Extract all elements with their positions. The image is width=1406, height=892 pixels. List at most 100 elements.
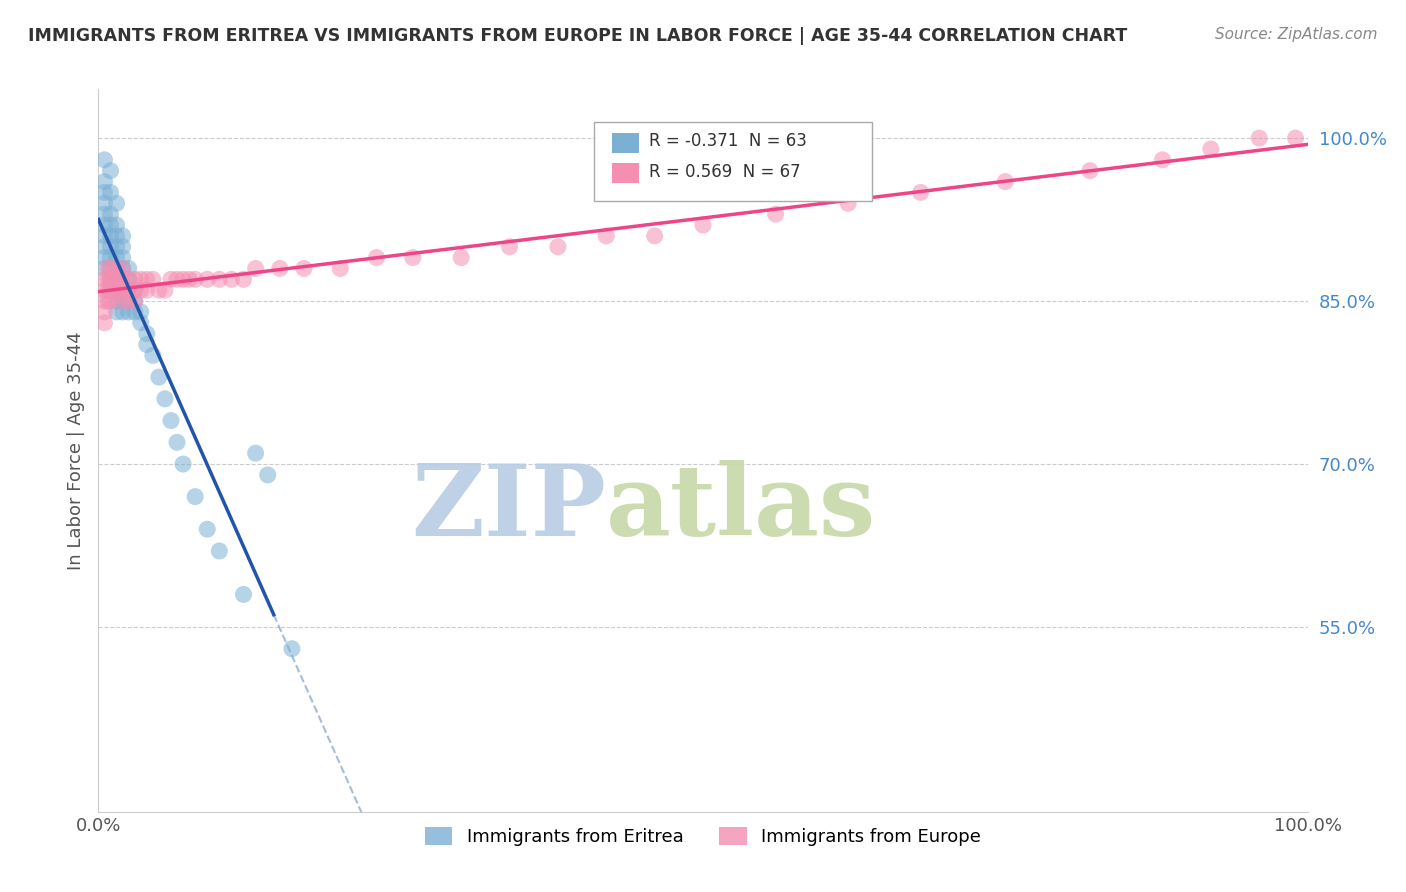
Point bbox=[93, 175, 115, 189]
Point bbox=[118, 261, 141, 276]
Point bbox=[129, 305, 152, 319]
Point bbox=[118, 294, 141, 309]
Point bbox=[329, 261, 352, 276]
Point bbox=[208, 544, 231, 558]
Point bbox=[124, 272, 146, 286]
Point bbox=[118, 272, 141, 286]
Point bbox=[142, 272, 165, 286]
Point bbox=[124, 294, 146, 309]
Point bbox=[105, 196, 128, 211]
Point bbox=[595, 228, 617, 243]
Point bbox=[97, 272, 120, 286]
Text: Source: ZipAtlas.com: Source: ZipAtlas.com bbox=[1215, 27, 1378, 42]
Y-axis label: In Labor Force | Age 35-44: In Labor Force | Age 35-44 bbox=[66, 331, 84, 570]
Point bbox=[111, 294, 134, 309]
Point bbox=[93, 251, 115, 265]
Point bbox=[100, 251, 122, 265]
Point bbox=[160, 272, 183, 286]
Point bbox=[1284, 131, 1306, 145]
Point bbox=[105, 272, 128, 286]
FancyBboxPatch shape bbox=[595, 121, 872, 202]
Point bbox=[105, 294, 128, 309]
Point bbox=[153, 392, 176, 406]
Point bbox=[837, 196, 859, 211]
Point bbox=[105, 261, 128, 276]
Point bbox=[105, 283, 128, 297]
Point bbox=[93, 228, 115, 243]
Point bbox=[105, 261, 128, 276]
Point bbox=[129, 316, 152, 330]
Point bbox=[179, 272, 201, 286]
Point bbox=[129, 283, 152, 297]
Point bbox=[93, 218, 115, 232]
Point bbox=[232, 272, 254, 286]
Point bbox=[160, 414, 183, 428]
Point bbox=[105, 228, 128, 243]
Point bbox=[105, 283, 128, 297]
Point bbox=[124, 294, 146, 309]
Point bbox=[100, 240, 122, 254]
Point bbox=[108, 283, 131, 297]
Text: IMMIGRANTS FROM ERITREA VS IMMIGRANTS FROM EUROPE IN LABOR FORCE | AGE 35-44 COR: IMMIGRANTS FROM ERITREA VS IMMIGRANTS FR… bbox=[28, 27, 1128, 45]
Legend: Immigrants from Eritrea, Immigrants from Europe: Immigrants from Eritrea, Immigrants from… bbox=[418, 820, 988, 854]
Point bbox=[111, 272, 134, 286]
Text: atlas: atlas bbox=[606, 459, 876, 557]
Point bbox=[994, 175, 1017, 189]
Point bbox=[93, 261, 115, 276]
Point bbox=[108, 272, 131, 286]
Point bbox=[105, 272, 128, 286]
Point bbox=[135, 283, 157, 297]
Point bbox=[100, 261, 122, 276]
Point bbox=[100, 272, 122, 286]
Point bbox=[1152, 153, 1174, 167]
Point bbox=[166, 272, 188, 286]
Point bbox=[93, 294, 115, 309]
Point bbox=[111, 228, 134, 243]
Point bbox=[498, 240, 520, 254]
Point bbox=[105, 218, 128, 232]
Point bbox=[221, 272, 243, 286]
Point bbox=[135, 337, 157, 351]
Point bbox=[111, 294, 134, 309]
Point bbox=[269, 261, 291, 276]
Point bbox=[93, 316, 115, 330]
Point bbox=[105, 240, 128, 254]
Point bbox=[93, 186, 115, 200]
Point bbox=[100, 261, 122, 276]
Point bbox=[105, 251, 128, 265]
Point bbox=[450, 251, 472, 265]
Point bbox=[100, 294, 122, 309]
Point bbox=[100, 283, 122, 297]
Point bbox=[124, 283, 146, 297]
Point bbox=[100, 218, 122, 232]
Point bbox=[93, 153, 115, 167]
Point bbox=[910, 186, 932, 200]
Point bbox=[111, 240, 134, 254]
Point bbox=[100, 207, 122, 221]
Point bbox=[118, 272, 141, 286]
Point bbox=[402, 251, 425, 265]
Bar bbox=[613, 163, 638, 183]
Point bbox=[93, 272, 115, 286]
Text: R = 0.569  N = 67: R = 0.569 N = 67 bbox=[648, 162, 800, 180]
Point bbox=[100, 283, 122, 297]
Point bbox=[184, 490, 207, 504]
Point bbox=[153, 283, 176, 297]
Point bbox=[111, 305, 134, 319]
Point bbox=[118, 283, 141, 297]
Point bbox=[366, 251, 388, 265]
Point bbox=[148, 283, 170, 297]
Point bbox=[692, 218, 714, 232]
Point bbox=[245, 261, 267, 276]
Point bbox=[100, 228, 122, 243]
Text: ZIP: ZIP bbox=[412, 459, 606, 557]
Point bbox=[97, 283, 120, 297]
Point bbox=[148, 370, 170, 384]
Point bbox=[184, 272, 207, 286]
Point bbox=[644, 228, 666, 243]
Point bbox=[129, 272, 152, 286]
Bar bbox=[613, 133, 638, 153]
Point bbox=[93, 207, 115, 221]
Point bbox=[118, 294, 141, 309]
Point bbox=[93, 240, 115, 254]
